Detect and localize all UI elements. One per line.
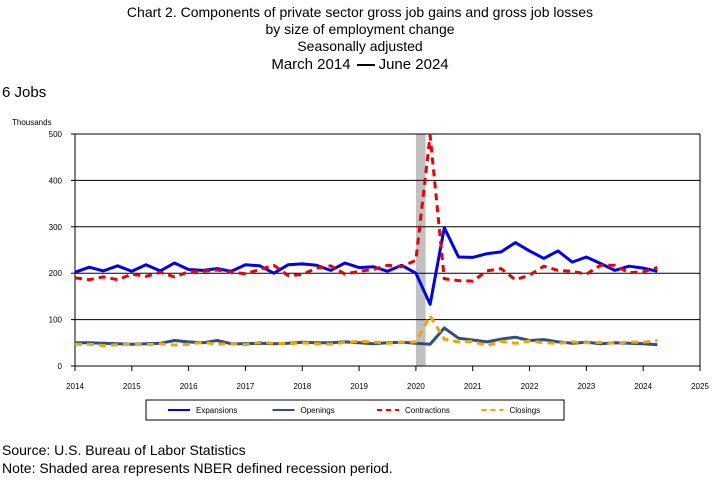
title-date-range: March 2014 June 2024 [0,55,720,74]
x-tick-label: 2019 [350,382,368,391]
date-range-dash [356,64,375,67]
legend-box [145,399,565,421]
source-note: Source: U.S. Bureau of Labor Statistics [2,442,246,458]
y-tick-label: 500 [49,130,63,139]
legend-label-closings: Closings [510,406,541,415]
x-tick-label: 2022 [521,382,539,391]
y-tick-label: 300 [49,223,63,232]
x-tick-label: 2023 [577,382,595,391]
x-tick-label: 2020 [407,382,425,391]
date-end: June 2024 [378,56,449,73]
title-line-3: Seasonally adjusted [297,38,423,54]
x-tick-label: 2016 [180,382,198,391]
legend-label-openings: Openings [301,406,335,415]
recession-note: Note: Shaded area represents NBER define… [2,460,393,476]
legend-label-expansions: Expansions [196,406,237,415]
legend-label-contractions: Contractions [405,406,450,415]
series-line-contractions [74,133,658,283]
x-tick-label: 2021 [464,382,482,391]
title-line-2: by size of employment change [265,21,455,37]
recession-shading [415,134,426,366]
date-start: March 2014 [271,56,351,73]
y-axis-label: Thousands [12,118,52,127]
y-tick-label: 400 [49,176,63,185]
y-tick-label: 0 [58,362,63,371]
x-tick-label: 2018 [293,382,311,391]
chart-footer: Source: U.S. Bureau of Labor Statistics … [2,441,393,477]
line-chart: 0 100 200 300 400 500 Thousands 2014 2015 2016 201… [12,118,709,421]
x-tick-label: 2014 [66,382,84,391]
series-line-closings [75,314,658,348]
x-tick-label: 2017 [237,382,255,391]
title-line-1: Chart 2. Components of private sector gr… [126,4,594,20]
y-tick-label: 100 [49,316,63,325]
chart-subtitle: 6 Jobs [2,84,47,101]
x-tick-label: 2015 [123,382,141,391]
x-tick-label: 2024 [634,382,652,391]
y-tick-label: 200 [49,269,63,278]
series-line-expansions [74,226,658,306]
x-tick-label: 2025 [691,382,709,391]
chart-title: Chart 2. Components of private sector gr… [0,4,720,74]
